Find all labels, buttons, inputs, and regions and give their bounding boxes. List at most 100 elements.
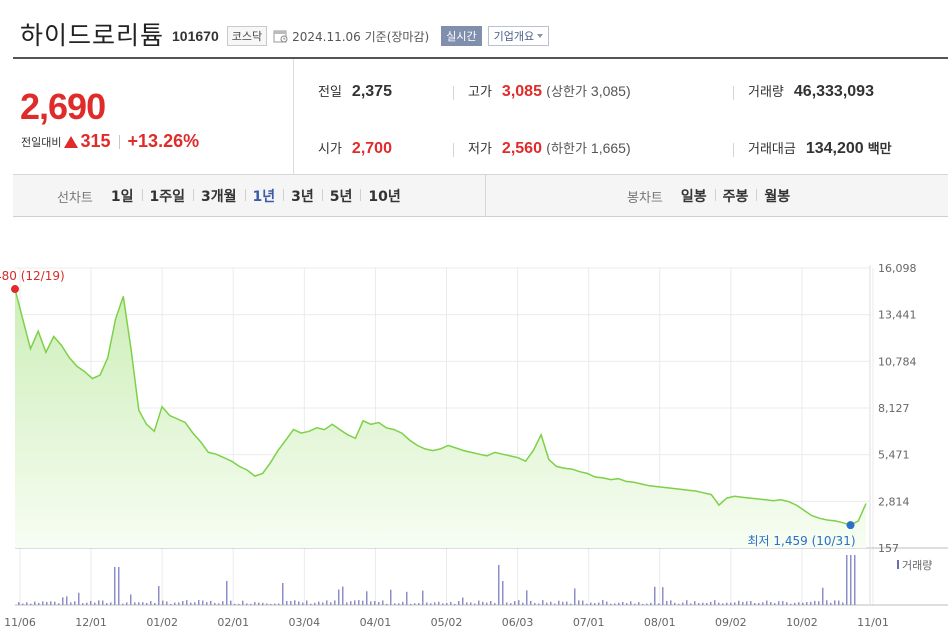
volume-bar [206,602,208,605]
volume-bar [102,600,104,605]
volume-bar [286,600,288,605]
volume-bar [530,600,532,605]
volume-bar [326,600,328,605]
volume-bar [590,602,592,605]
volume-bar [594,603,596,605]
volume-bar [778,601,780,605]
volume-bar [678,603,680,605]
tab-10y[interactable]: 10년 [360,186,408,206]
volume-bar [226,581,228,605]
volume-bar [814,600,816,605]
volume-bar [554,603,556,605]
volume-bar [138,602,140,605]
volume-bar [210,600,212,605]
volume-bar [850,555,852,605]
volume-bar [518,600,520,605]
line-chart-label: 선차트 [57,190,93,206]
volume-bar [810,601,812,605]
high-annotation: 최고 14,480 (12/19) [0,269,65,283]
chart-period-tabs: 선차트 1일 1주일 3개월 1년 3년 5년 10년 봉차트 일봉 주봉 월봉 [13,175,948,217]
volume-bar [410,603,412,605]
volume-bar [242,600,244,605]
volume-bar [650,602,652,605]
volume-bar [722,603,724,605]
volume-bar [94,602,96,605]
volume-bar [34,601,36,605]
volume-bar [794,602,796,605]
volume-bar [766,600,768,605]
volume-bar [770,602,772,605]
volume-bar [538,603,540,605]
volume-bar [526,590,528,605]
tab-3m[interactable]: 3개월 [193,186,245,206]
tab-1d[interactable]: 1일 [110,189,134,205]
volume-bar [842,602,844,605]
volume-bar [218,603,220,605]
y-tick-label: 13,441 [878,309,917,322]
tab-weekly[interactable]: 주봉 [714,186,757,206]
tab-5y[interactable]: 5년 [321,186,361,206]
volume-bar [338,589,340,605]
volume-bar [586,603,588,605]
volume-bar [654,586,656,605]
volume-bar [194,602,196,605]
volume-bar [370,601,372,605]
volume-bar [710,601,712,605]
low-annotation: 최저 1,459 (10/31) [748,534,856,548]
volume-bar [818,601,820,605]
volume-bar [386,603,388,605]
volume-bar [566,601,568,605]
volume-bar [142,602,144,605]
volume-bar [150,601,152,605]
volume-bar [734,602,736,605]
volume-bar [666,600,668,605]
change-amount: 315 [80,131,111,151]
low-value: 2,560 [501,140,542,157]
volume-bar [402,601,404,605]
upper-limit-label: (상한가 [545,85,587,100]
tab-monthly[interactable]: 월봉 [756,186,798,206]
divider [453,143,454,157]
volume-bar [494,603,496,605]
volume-bar [458,601,460,605]
change-label: 전일대비 [21,135,62,149]
volume-bar [22,603,24,605]
volume-bar [290,601,292,605]
volume-bar [234,603,236,605]
volume-bar [838,600,840,605]
x-tick-label: 04/01 [360,616,392,629]
tab-1w[interactable]: 1주일 [141,186,194,206]
volume-bar [506,602,508,605]
volume-bar [154,602,156,605]
volume-bar [714,600,716,605]
volume-bar [462,597,464,605]
change-row: 전일대비 315 +13.26% [21,131,199,152]
volume-bar [38,602,40,605]
realtime-button[interactable]: 실시간 [441,25,482,46]
company-overview-button[interactable]: 기업개요 [487,25,550,46]
volume-bar [162,600,164,605]
volume-bar [398,603,400,605]
tab-1y[interactable]: 1년 [244,186,284,206]
volume-bar [282,583,284,605]
volume-bar [50,601,52,605]
volume-bar [314,602,316,605]
tab-3y[interactable]: 3년 [283,186,322,206]
volume-bar [834,600,836,605]
volume-bar [98,600,100,605]
volume-bar [630,601,632,605]
volume-bar [738,600,740,605]
volume-bar [442,603,444,605]
volume-bar [702,602,704,605]
volume-bar [114,567,116,605]
volume-bar [346,602,348,605]
volume-bar [682,602,684,605]
volume-bar [30,603,32,605]
base-date: 2024.11.06 기준(장마감) [292,29,430,44]
volume-legend-icon [897,560,899,569]
volume-bar [146,602,148,605]
tab-daily[interactable]: 일봉 [680,189,707,205]
volume-bar [62,597,64,605]
volume-bar [26,602,28,605]
volume-bar [670,600,672,605]
